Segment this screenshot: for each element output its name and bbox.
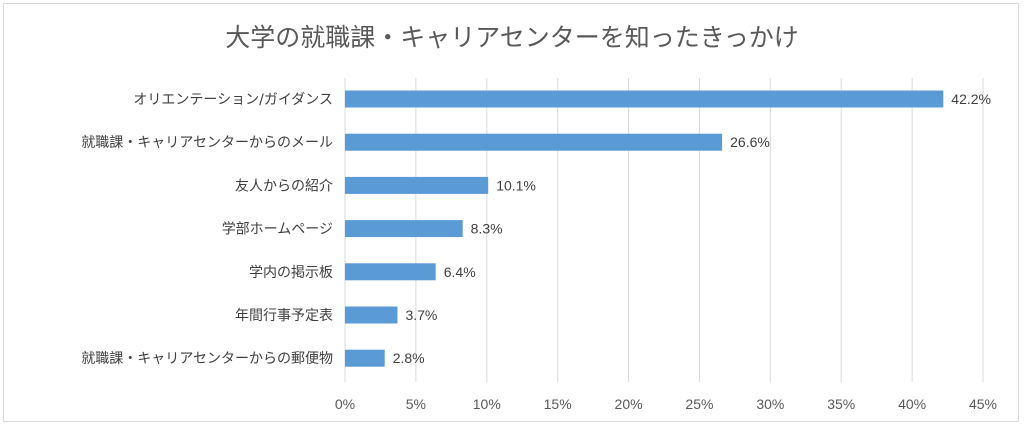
x-tick-labels: 0% 5% 10% 15% 20% 25% 30% 35% 40% 45% bbox=[335, 396, 997, 412]
x-tick-label: 35% bbox=[827, 396, 855, 412]
category-label: 学部ホームページ bbox=[222, 222, 333, 238]
category-label: 就職課・キャリアセンターからの郵便物 bbox=[81, 351, 333, 367]
x-tick-label: 15% bbox=[544, 396, 572, 412]
x-tick-label: 30% bbox=[756, 396, 784, 412]
bar bbox=[345, 220, 463, 238]
x-tick-label: 25% bbox=[685, 396, 713, 412]
bar bbox=[345, 306, 398, 324]
chart-title: 大学の就職課・キャリアセンターを知ったきっかけ bbox=[225, 23, 799, 52]
bar bbox=[345, 349, 385, 367]
bar bbox=[345, 176, 489, 194]
gridlines bbox=[344, 78, 984, 382]
data-label: 10.1% bbox=[496, 177, 536, 193]
category-label: 友人からの紹介 bbox=[235, 178, 333, 194]
x-tick-label: 40% bbox=[898, 396, 926, 412]
chart-frame bbox=[3, 3, 1019, 422]
data-label: 8.3% bbox=[471, 221, 503, 237]
bars bbox=[345, 90, 944, 367]
category-label: 年間行事予定表 bbox=[235, 308, 333, 324]
data-label: 42.2% bbox=[951, 91, 991, 107]
x-tick-label: 45% bbox=[969, 396, 997, 412]
category-labels: オリエンテーション/ガイダンス就職課・キャリアセンターからのメール友人からの紹介… bbox=[81, 92, 333, 367]
data-label: 2.8% bbox=[393, 350, 425, 366]
x-tick-label: 5% bbox=[406, 396, 426, 412]
bar bbox=[345, 263, 436, 281]
x-tick-label: 20% bbox=[615, 396, 643, 412]
data-labels: 42.2% 26.6% 10.1% 8.3% 6.4% 3.7% 2.8% bbox=[393, 91, 991, 366]
x-tick-label: 0% bbox=[335, 396, 355, 412]
data-label: 26.6% bbox=[730, 134, 770, 150]
x-tick-label: 10% bbox=[473, 396, 501, 412]
category-label: オリエンテーション/ガイダンス bbox=[133, 92, 333, 108]
bar bbox=[345, 90, 944, 108]
category-label: 学内の掲示板 bbox=[249, 265, 333, 281]
category-label: 就職課・キャリアセンターからのメール bbox=[81, 135, 333, 151]
data-label: 3.7% bbox=[405, 307, 437, 323]
data-label: 6.4% bbox=[444, 264, 476, 280]
bar bbox=[345, 133, 723, 151]
